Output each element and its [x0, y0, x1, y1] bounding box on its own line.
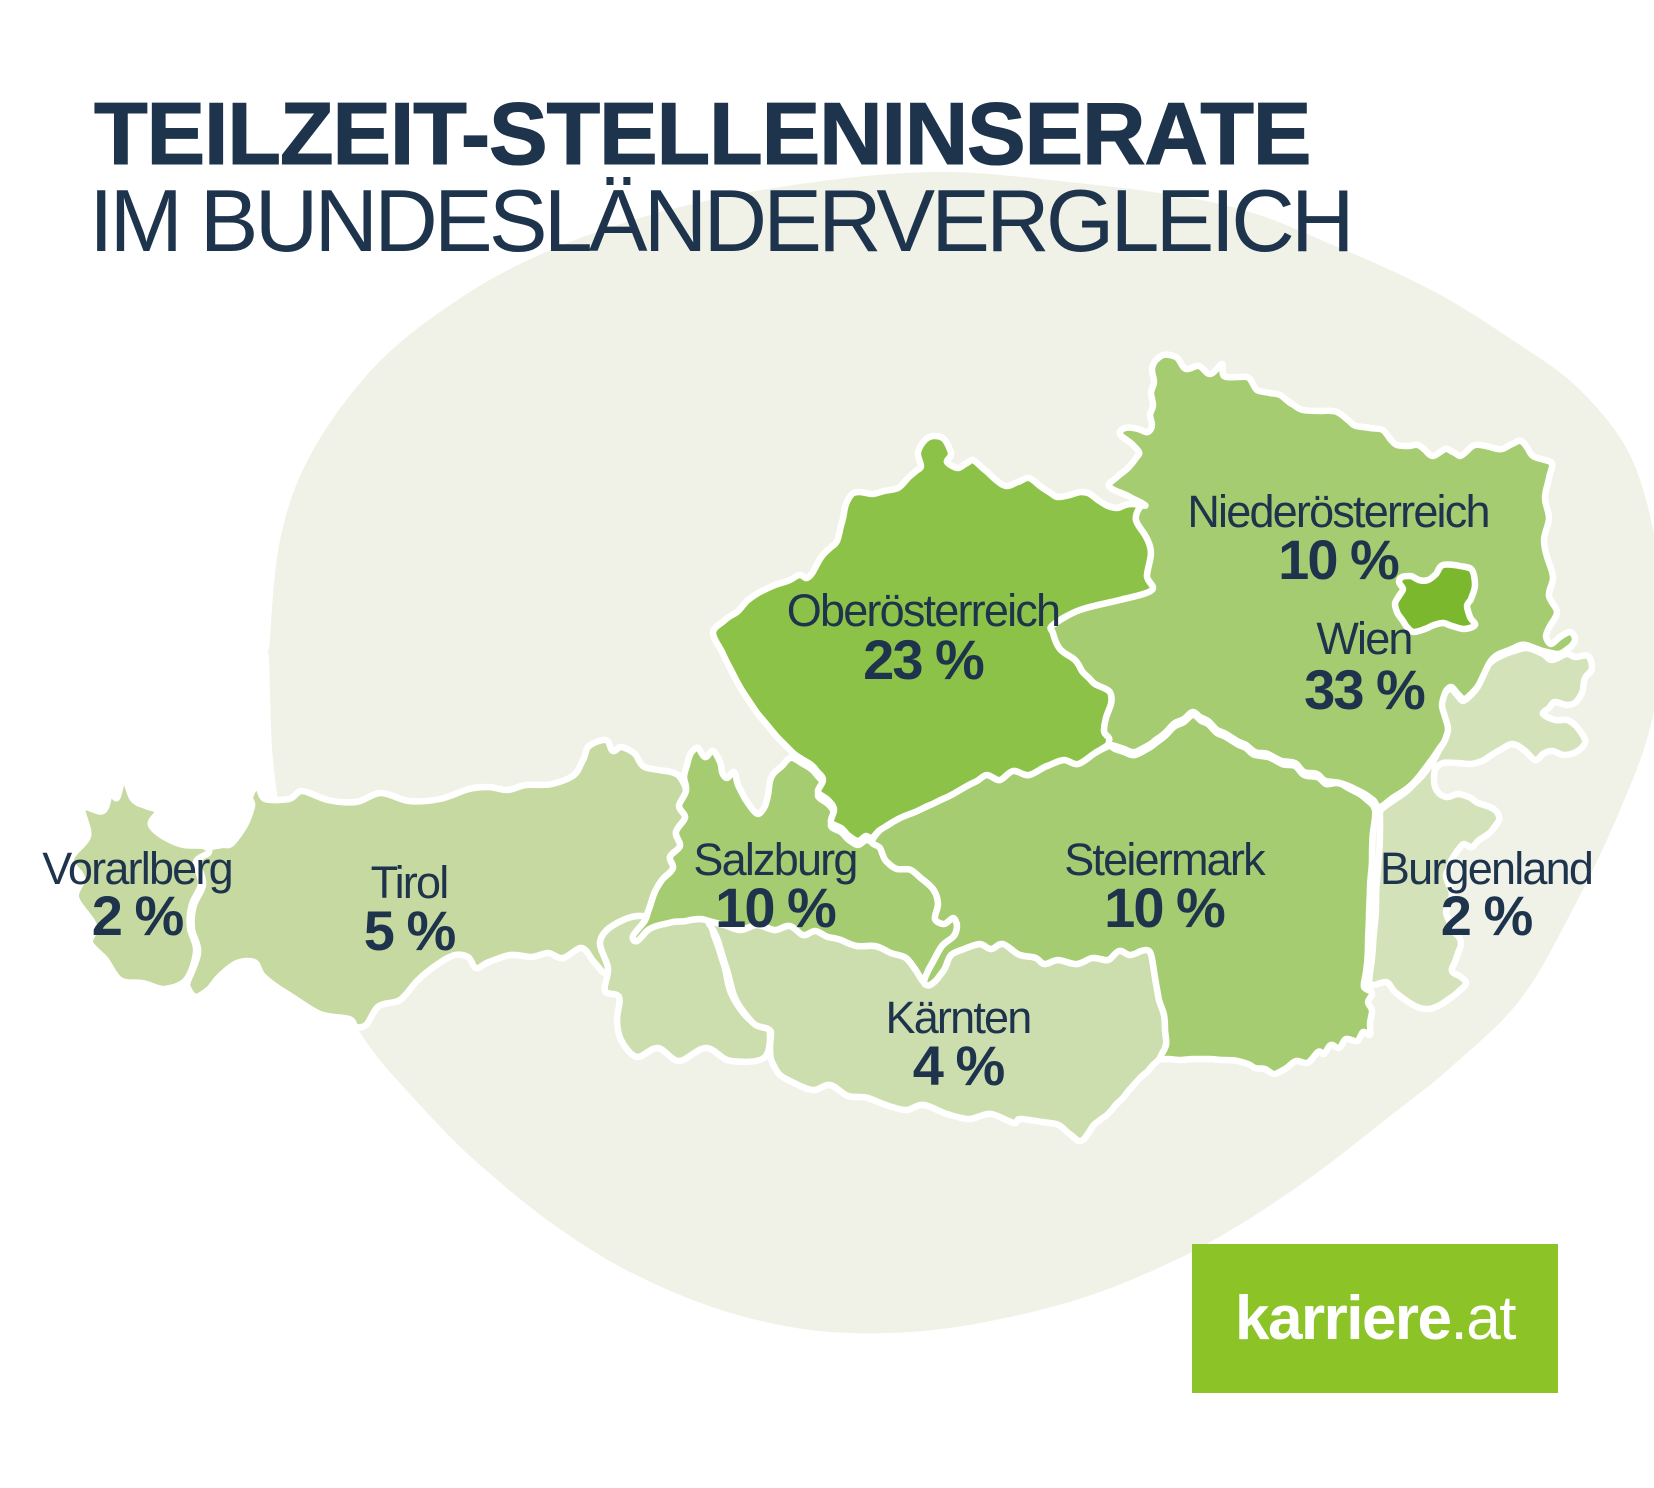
svg-text:Burgenland: Burgenland	[1380, 843, 1592, 894]
svg-text:Steiermark: Steiermark	[1064, 834, 1266, 885]
svg-text:Niederösterreich: Niederösterreich	[1187, 486, 1488, 537]
svg-text:2 %: 2 %	[1441, 884, 1533, 947]
svg-text:33 %: 33 %	[1304, 658, 1425, 721]
svg-text:23 %: 23 %	[863, 628, 984, 691]
svg-text:Tirol: Tirol	[371, 857, 448, 908]
svg-text:Oberösterreich: Oberösterreich	[787, 585, 1059, 636]
svg-text:Salzburg: Salzburg	[693, 834, 856, 885]
svg-text:Kärnten: Kärnten	[885, 992, 1030, 1043]
svg-text:Vorarlberg: Vorarlberg	[42, 843, 232, 894]
svg-text:10 %: 10 %	[1104, 876, 1225, 939]
svg-text:Wien: Wien	[1316, 613, 1411, 664]
svg-text:10 %: 10 %	[1278, 528, 1399, 591]
svg-text:5 %: 5 %	[364, 899, 456, 962]
svg-text:2 %: 2 %	[92, 884, 184, 947]
svg-text:10 %: 10 %	[715, 876, 836, 939]
svg-text:4 %: 4 %	[913, 1034, 1005, 1097]
